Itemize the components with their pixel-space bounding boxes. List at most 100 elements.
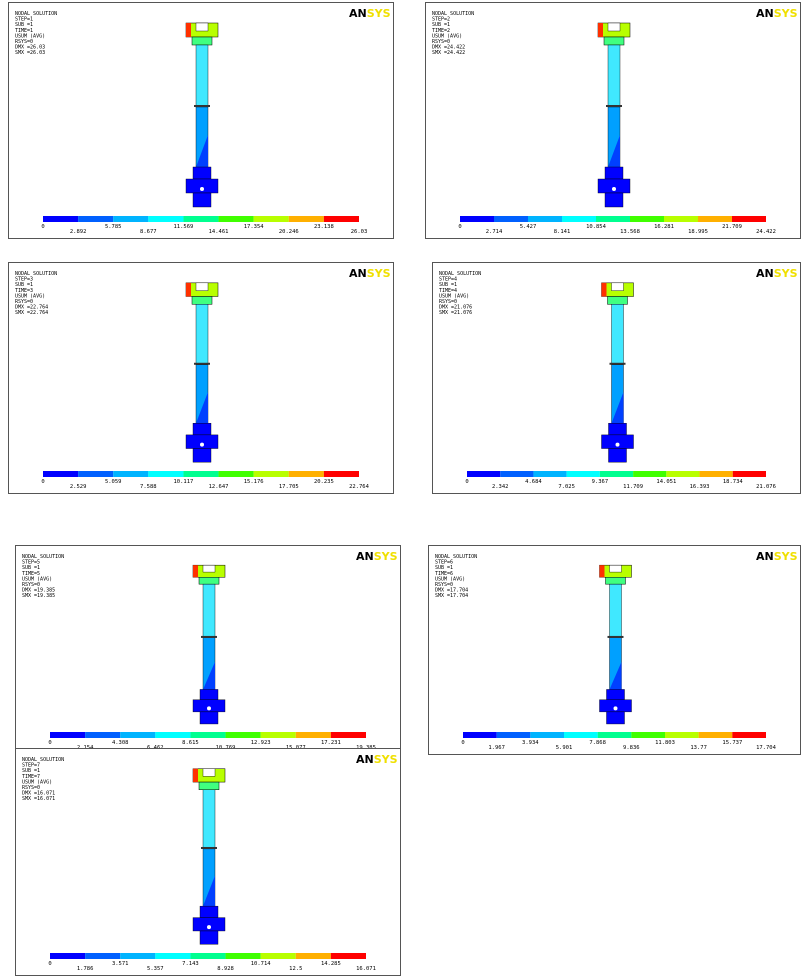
info-line: RSYS=0 xyxy=(15,39,33,45)
base xyxy=(606,689,625,700)
legend-band xyxy=(564,732,598,738)
legend-label: 8.615 xyxy=(182,740,199,746)
legend-band xyxy=(633,471,667,477)
head-left xyxy=(186,23,191,37)
legend-band xyxy=(496,732,531,738)
legend-label: 11.569 xyxy=(174,224,194,230)
info-line: SMX =17.704 xyxy=(435,593,468,599)
foot xyxy=(192,448,212,463)
legend-label: 10.714 xyxy=(251,961,272,967)
base xyxy=(199,905,219,918)
legend-band xyxy=(330,732,366,738)
ring xyxy=(609,362,626,365)
legend-band xyxy=(596,216,630,222)
legend-label: 2.342 xyxy=(492,484,509,490)
info-line: STEP=3 xyxy=(15,277,33,283)
info-line: RSYS=0 xyxy=(435,582,453,588)
logo: ANSYS xyxy=(756,267,798,280)
info-line: NODAL SOLUTION xyxy=(432,11,474,17)
legend-label: 21.076 xyxy=(756,484,776,490)
legend-label: 24.422 xyxy=(756,229,776,235)
legend-band xyxy=(225,732,261,738)
legend-band xyxy=(500,471,534,477)
legend-band xyxy=(260,953,296,959)
info-line: DMX =26.03 xyxy=(15,45,45,51)
legend-band xyxy=(664,216,698,222)
info-line: TIME=2 xyxy=(432,28,450,34)
shaft-blue xyxy=(608,135,620,167)
base xyxy=(192,166,212,180)
shaft-upper xyxy=(195,304,209,365)
collar xyxy=(191,296,213,305)
info-line: RSYS=0 xyxy=(432,39,450,45)
logo: ANSYS xyxy=(756,550,798,563)
legend-label: 18.995 xyxy=(688,229,708,235)
ring xyxy=(201,635,217,638)
legend-band xyxy=(330,953,366,959)
head-left xyxy=(601,282,607,297)
logo-right: SYS xyxy=(367,7,391,20)
collar xyxy=(198,577,220,585)
pin xyxy=(200,187,204,191)
collar xyxy=(198,781,220,790)
legend-band xyxy=(78,216,114,222)
info-line: STEP=4 xyxy=(439,277,457,283)
legend-label: 13.568 xyxy=(620,229,640,235)
legend-band xyxy=(218,471,254,477)
head-left xyxy=(598,23,603,37)
info-line: TIME=1 xyxy=(15,28,33,34)
legend-label: 8.928 xyxy=(217,966,234,972)
legend-band xyxy=(699,471,733,477)
legend-label: 0 xyxy=(461,740,464,746)
legend-band xyxy=(630,216,664,222)
legend-label: 3.571 xyxy=(112,961,129,967)
legend-band xyxy=(599,471,634,477)
legend-band xyxy=(295,953,331,959)
pin xyxy=(200,442,204,447)
legend-label: 17.354 xyxy=(244,224,265,230)
info-line: USUM (AVG) xyxy=(432,33,462,39)
head-slot xyxy=(609,564,622,573)
info-line: RSYS=0 xyxy=(22,785,40,791)
legend-label: 17.705 xyxy=(279,484,299,490)
logo: ANSYS xyxy=(356,753,398,766)
collar xyxy=(607,296,628,305)
legend-label: 0 xyxy=(41,479,44,485)
info-line: SMX =16.071 xyxy=(22,796,55,802)
legend-band xyxy=(85,732,121,738)
legend-label: 20.246 xyxy=(279,229,299,235)
legend-band xyxy=(183,216,219,222)
base xyxy=(199,689,219,700)
info-line: DMX =19.385 xyxy=(22,588,55,594)
foot xyxy=(192,192,212,208)
info-line: USUM (AVG) xyxy=(439,293,469,299)
shaft-blue xyxy=(203,875,215,907)
legend-label: 11.803 xyxy=(655,740,675,746)
legend-label: 5.357 xyxy=(147,966,164,972)
legend-label: 12.5 xyxy=(289,966,302,972)
legend-label: 9.836 xyxy=(623,745,640,751)
info-line: SMX =24.422 xyxy=(432,50,465,56)
legend-label: 15.737 xyxy=(722,740,742,746)
legend-label: 20.235 xyxy=(314,479,334,485)
collar xyxy=(603,36,625,46)
legend-band xyxy=(698,216,732,222)
info-line: SMX =22.764 xyxy=(15,310,48,316)
foot xyxy=(604,192,624,208)
legend-band xyxy=(218,216,254,222)
legend-band xyxy=(597,732,632,738)
legend-label: 9.367 xyxy=(592,479,609,485)
legend-label: 7.025 xyxy=(558,484,575,490)
info-line: NODAL SOLUTION xyxy=(15,11,57,17)
info-line: SUB =1 xyxy=(15,282,33,288)
legend-label: 13.77 xyxy=(690,745,707,751)
info-line: USUM (AVG) xyxy=(15,293,45,299)
legend-label: 16.393 xyxy=(690,484,710,490)
legend-band xyxy=(732,732,766,738)
info-line: NODAL SOLUTION xyxy=(15,271,57,277)
info-line: DMX =21.076 xyxy=(439,305,472,311)
legend-label: 8.141 xyxy=(554,229,571,235)
result-panel: NODAL SOLUTION STEP=4 SUB =1 TIME=4 USUM (AV… xyxy=(432,262,801,494)
